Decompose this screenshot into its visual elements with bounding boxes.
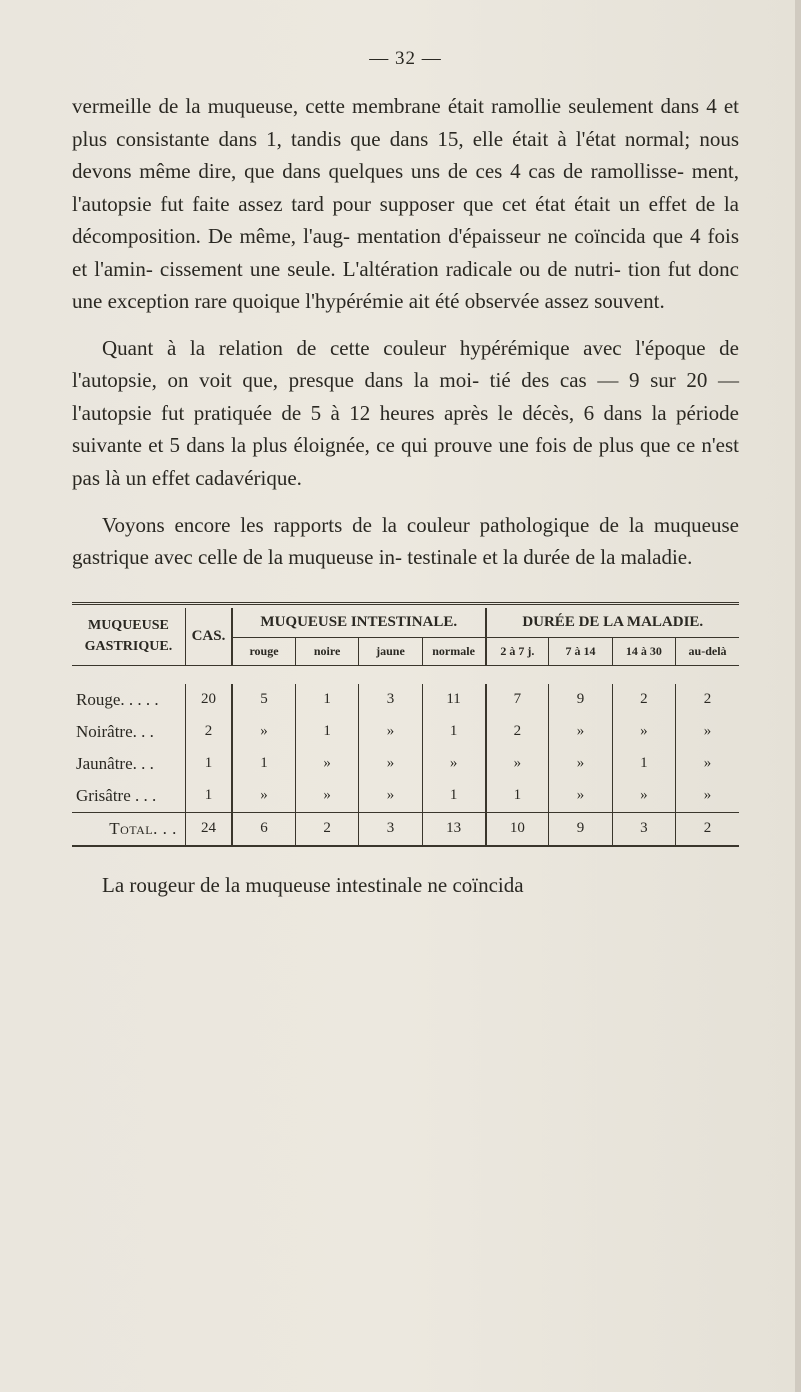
cell: 13 bbox=[422, 812, 485, 846]
cell: 1 bbox=[295, 684, 358, 716]
cell: » bbox=[359, 780, 422, 813]
page-number: — 32 — bbox=[72, 48, 739, 70]
table-row: Rouge. . . . . 20 5 1 3 11 7 9 2 2 bbox=[72, 684, 739, 716]
cell: 7 bbox=[486, 684, 549, 716]
th-muqueuse-gastrique: MUQUEUSE GASTRIQUE. bbox=[72, 608, 185, 666]
cell: » bbox=[549, 780, 612, 813]
cell: 2 bbox=[612, 684, 675, 716]
cell: 2 bbox=[676, 684, 739, 716]
cell: 6 bbox=[232, 812, 295, 846]
th-dur-3: au-delà bbox=[676, 637, 739, 665]
th-muqueuse-intestinale: MUQUEUSE INTESTINALE. bbox=[232, 608, 485, 638]
cell: » bbox=[612, 716, 675, 748]
cell: » bbox=[549, 716, 612, 748]
data-table: MUQUEUSE GASTRIQUE. CAS. MUQUEUSE INTEST… bbox=[72, 602, 739, 847]
th-mi-jaune: jaune bbox=[359, 637, 422, 665]
cell: » bbox=[676, 780, 739, 813]
table-total-row: Total. . . 24 6 2 3 13 10 9 3 2 bbox=[72, 812, 739, 846]
paragraph-1: vermeille de la muqueuse, cette membrane… bbox=[72, 90, 739, 318]
cell: 1 bbox=[422, 716, 485, 748]
cell: 1 bbox=[422, 780, 485, 813]
th-dur-0: 2 à 7 j. bbox=[486, 637, 549, 665]
page: — 32 — vermeille de la muqueuse, cette m… bbox=[0, 0, 801, 1392]
cell: 1 bbox=[185, 748, 232, 780]
cell: » bbox=[549, 748, 612, 780]
cell: » bbox=[359, 716, 422, 748]
cell: » bbox=[232, 716, 295, 748]
cell: » bbox=[612, 780, 675, 813]
th-muqueuse-gastrique-line1: MUQUEUSE GASTRIQUE. bbox=[85, 618, 173, 654]
cell: » bbox=[295, 780, 358, 813]
row-label: Noirâtre. . . bbox=[72, 716, 185, 748]
th-mi-noire: noire bbox=[295, 637, 358, 665]
cell: 2 bbox=[295, 812, 358, 846]
cell: 3 bbox=[359, 812, 422, 846]
cell: 2 bbox=[486, 716, 549, 748]
table-row: Noirâtre. . . 2 » 1 » 1 2 » » » bbox=[72, 716, 739, 748]
th-mi-normale: normale bbox=[422, 637, 485, 665]
row-label: Grisâtre . . . bbox=[72, 780, 185, 813]
cell: 9 bbox=[549, 684, 612, 716]
cell: » bbox=[676, 716, 739, 748]
cell: 1 bbox=[295, 716, 358, 748]
cell: 1 bbox=[185, 780, 232, 813]
cell: » bbox=[422, 748, 485, 780]
table-row: Jaunâtre. . . 1 1 » » » » » 1 » bbox=[72, 748, 739, 780]
cell: 1 bbox=[232, 748, 295, 780]
cell: 2 bbox=[185, 716, 232, 748]
cell: 1 bbox=[612, 748, 675, 780]
cell: » bbox=[232, 780, 295, 813]
cell: 20 bbox=[185, 684, 232, 716]
cell: 1 bbox=[486, 780, 549, 813]
table-row: Grisâtre . . . 1 » » » 1 1 » » » bbox=[72, 780, 739, 813]
footer-line: La rougeur de la muqueuse intestinale ne… bbox=[72, 873, 739, 898]
th-dur-1: 7 à 14 bbox=[549, 637, 612, 665]
row-label: Jaunâtre. . . bbox=[72, 748, 185, 780]
cell: 10 bbox=[486, 812, 549, 846]
cell: » bbox=[359, 748, 422, 780]
th-mi-rouge: rouge bbox=[232, 637, 295, 665]
cell: 2 bbox=[676, 812, 739, 846]
cell: » bbox=[295, 748, 358, 780]
cell: 24 bbox=[185, 812, 232, 846]
cell: 3 bbox=[612, 812, 675, 846]
paragraph-3: Voyons encore les rapports de la couleur… bbox=[72, 509, 739, 574]
total-label: Total. . . bbox=[72, 812, 185, 846]
paragraph-2: Quant à la relation de cette couleur hyp… bbox=[72, 332, 739, 495]
cell: 5 bbox=[232, 684, 295, 716]
th-cas: CAS. bbox=[185, 608, 232, 666]
row-label: Rouge. . . . . bbox=[72, 684, 185, 716]
cell: 9 bbox=[549, 812, 612, 846]
cell: » bbox=[676, 748, 739, 780]
cell: 3 bbox=[359, 684, 422, 716]
th-duree: DURÉE DE LA MALADIE. bbox=[486, 608, 740, 638]
th-dur-2: 14 à 30 bbox=[612, 637, 675, 665]
cell: 11 bbox=[422, 684, 485, 716]
cell: » bbox=[486, 748, 549, 780]
